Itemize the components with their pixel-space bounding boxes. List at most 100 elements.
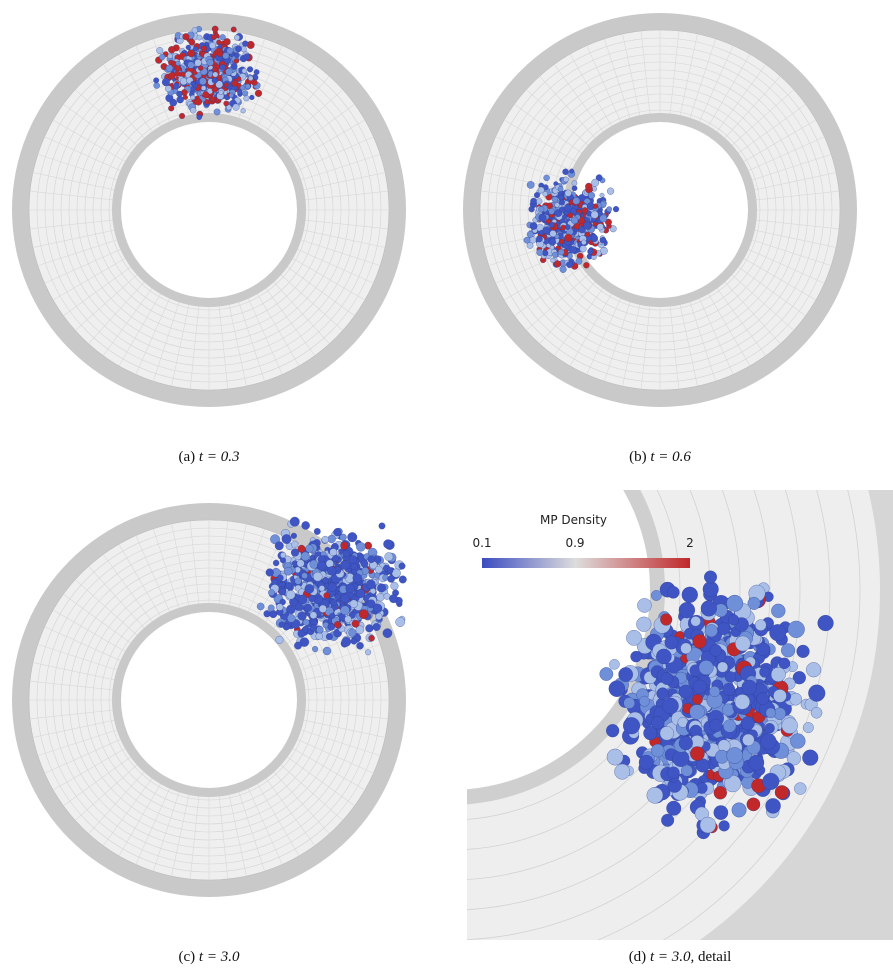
particle [333, 528, 341, 536]
particle [249, 95, 254, 100]
particle [667, 586, 679, 598]
particle [227, 48, 233, 54]
particle [312, 646, 318, 652]
particle [234, 35, 240, 41]
particle [530, 222, 537, 229]
particle [235, 46, 241, 52]
particle [302, 521, 310, 529]
particle [530, 198, 536, 204]
particle [351, 563, 358, 570]
particle [375, 566, 382, 573]
particle [765, 723, 775, 733]
particle [334, 621, 341, 628]
particle [606, 206, 611, 211]
particle [373, 623, 381, 631]
particle [298, 612, 307, 621]
particle [637, 598, 651, 612]
particle [647, 787, 663, 803]
particle [319, 585, 325, 591]
particle [240, 85, 245, 90]
particle [219, 90, 224, 95]
particle [188, 50, 195, 57]
particle [582, 207, 588, 213]
particle [319, 605, 327, 613]
particle [310, 625, 317, 632]
particle [365, 649, 371, 655]
particle [735, 636, 750, 651]
particle [385, 552, 393, 560]
particle [588, 249, 594, 255]
particle [552, 252, 557, 257]
particle [330, 548, 337, 555]
particle [626, 630, 641, 645]
particle [157, 47, 164, 54]
particle [298, 545, 306, 553]
particle [212, 67, 217, 72]
particle [341, 594, 350, 603]
particle [591, 211, 598, 218]
particle [308, 595, 315, 602]
particle [224, 101, 229, 106]
particle [606, 724, 619, 737]
particle [247, 66, 253, 72]
particle [297, 560, 304, 567]
particle [273, 560, 279, 566]
particle [583, 222, 591, 230]
particle [568, 213, 573, 218]
particle [803, 722, 814, 733]
particle [588, 192, 595, 199]
particle [607, 188, 614, 195]
particle [538, 187, 544, 193]
particle [328, 535, 336, 543]
particle [328, 623, 335, 630]
particle [563, 169, 569, 175]
particle [257, 603, 264, 610]
particle [699, 660, 714, 675]
particle [543, 227, 550, 234]
particle [153, 78, 158, 83]
particle [375, 613, 382, 620]
particle [268, 589, 274, 595]
particle [269, 610, 277, 618]
particle [341, 542, 349, 550]
particle [779, 658, 790, 669]
caption: (c) t = 3.0 [179, 949, 240, 966]
particle [277, 575, 283, 581]
particle [735, 694, 750, 709]
particle [705, 624, 718, 637]
particle [609, 681, 625, 697]
particle [276, 604, 283, 611]
particle [168, 54, 173, 59]
particle [186, 45, 191, 50]
page: MP Density 0.1 0.9 2 (a) t = 0.3 (b) t =… [0, 0, 893, 975]
particle [727, 595, 743, 611]
particle [214, 109, 220, 115]
particle [710, 719, 723, 732]
particle [755, 620, 766, 631]
particle [527, 242, 533, 248]
particle [742, 734, 754, 746]
particle [231, 63, 237, 69]
particle [741, 717, 754, 730]
particle [657, 688, 669, 700]
particle [199, 78, 206, 85]
particle [788, 621, 805, 638]
particle [191, 81, 196, 86]
particle [549, 239, 556, 246]
particle [387, 567, 393, 573]
particle [306, 545, 314, 553]
particle [352, 620, 359, 627]
particle [351, 638, 357, 644]
particle [558, 186, 563, 191]
particle [207, 59, 214, 66]
particle [546, 219, 551, 224]
particle [242, 41, 248, 47]
particle [340, 606, 349, 615]
particle [660, 614, 672, 626]
particle [691, 616, 701, 626]
particle [718, 623, 730, 635]
particle [212, 26, 218, 32]
particle [291, 533, 297, 539]
particle [310, 560, 319, 569]
particle [193, 47, 198, 52]
